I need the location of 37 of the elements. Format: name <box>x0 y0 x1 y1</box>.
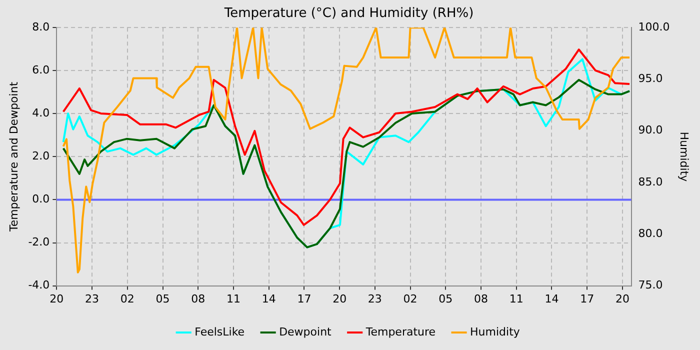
x-tick-label: 14 <box>544 292 559 306</box>
x-tick-label: 08 <box>191 292 206 306</box>
x-tick-label: 14 <box>262 292 276 306</box>
x-tick-label: 17 <box>580 292 594 306</box>
y-tick-label: 8.0 <box>32 20 50 34</box>
y2-tick-label: 80.0 <box>638 227 663 240</box>
y-tick-label: 0.0 <box>32 192 50 206</box>
x-tick-label: 02 <box>403 292 418 306</box>
legend-label: FeelsLike <box>194 325 245 338</box>
x-tick-label: 08 <box>474 292 488 306</box>
y2-tick-label: 100.0 <box>638 20 670 34</box>
y-tick-label: -2.0 <box>28 236 50 249</box>
y-tick-label: -4.0 <box>28 278 50 292</box>
y-tick-label: 6.0 <box>32 63 50 76</box>
y2-tick-label: 85.0 <box>638 175 663 188</box>
y2-tick-label: 95.0 <box>638 72 663 86</box>
x-tick-label: 20 <box>50 292 64 306</box>
x-tick-label: 02 <box>120 292 134 306</box>
x-tick-label: 23 <box>368 292 382 306</box>
y2-tick-label: 75.0 <box>638 278 663 292</box>
x-tick-label: 23 <box>85 292 100 306</box>
y-axis-title: Temperature and Dewpoint <box>7 81 20 233</box>
x-tick-label: 20 <box>332 292 347 306</box>
x-tick-label: 05 <box>156 292 170 306</box>
legend-label: Temperature <box>364 325 436 338</box>
x-tick-label: 11 <box>226 292 240 306</box>
x-tick-label: 20 <box>615 292 630 306</box>
y2-axis-title: Humidity <box>678 132 691 182</box>
x-tick-label: 05 <box>438 292 453 306</box>
y-tick-label: 4.0 <box>32 106 50 120</box>
x-tick-label: 17 <box>297 292 312 306</box>
chart-title: Temperature (°C) and Humidity (RH%) <box>223 6 474 22</box>
y-tick-label: 2.0 <box>32 150 50 163</box>
x-tick-label: 11 <box>509 292 524 306</box>
legend-label: Dewpoint <box>279 325 332 338</box>
legend-label: Humidity <box>470 325 520 338</box>
y2-tick-label: 90.0 <box>638 124 663 137</box>
